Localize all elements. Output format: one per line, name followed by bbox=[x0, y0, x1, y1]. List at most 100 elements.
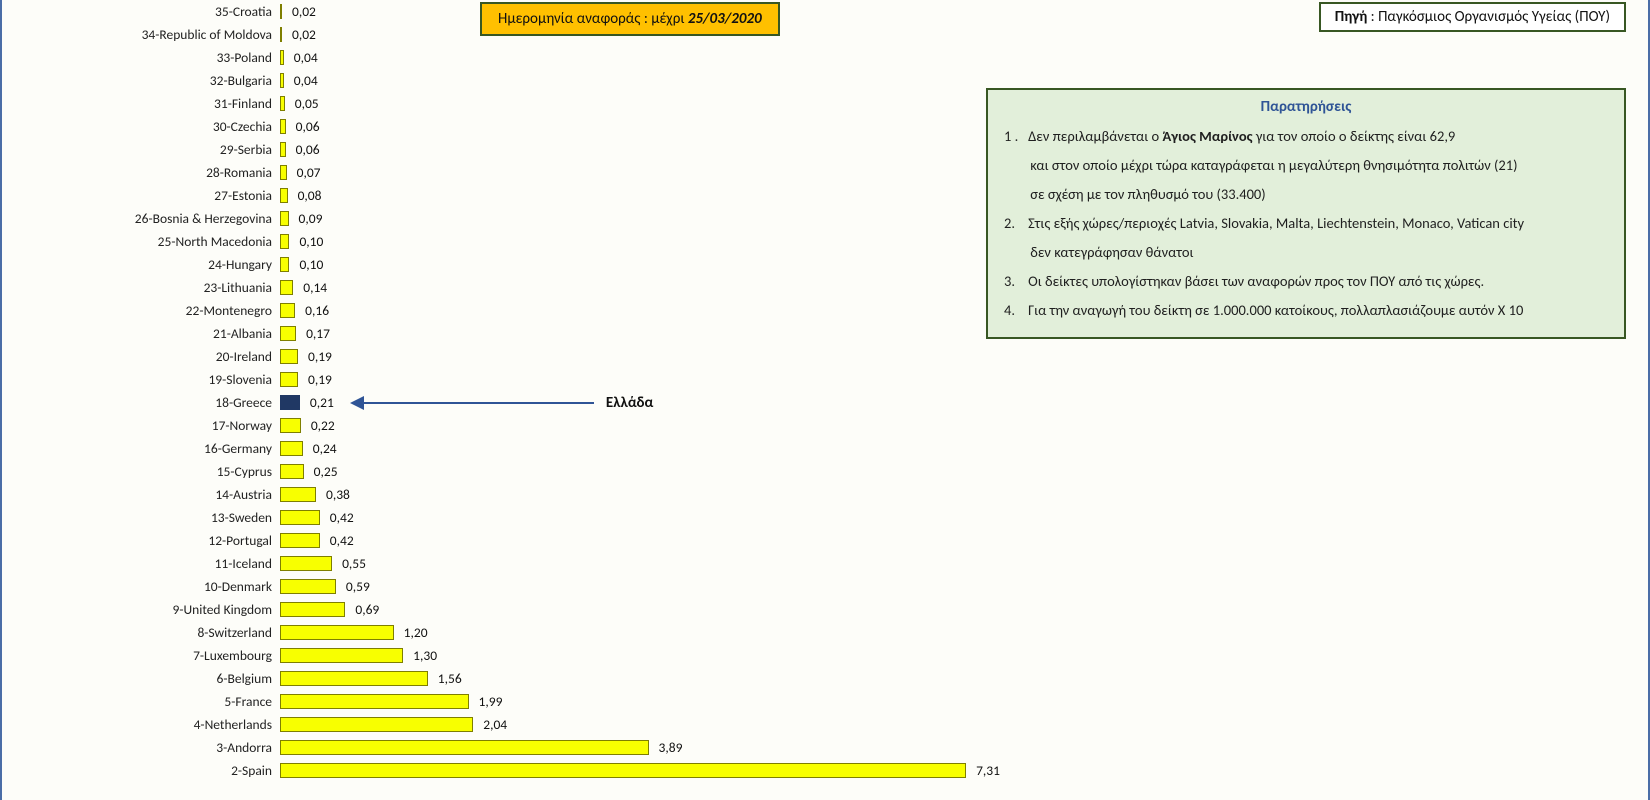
chart-category-label: 20-Ireland bbox=[2, 348, 280, 365]
chart-row: 13-Sweden0,42 bbox=[2, 506, 1002, 529]
chart-bar bbox=[280, 280, 293, 295]
mortality-bar-chart: 35-Croatia 0,02 34-Republic of Moldova0,02… bbox=[2, 0, 1002, 782]
source-label: Πηγή bbox=[1335, 8, 1368, 26]
chart-value-label: 0,05 bbox=[295, 95, 319, 112]
chart-category-label: 2-Spain bbox=[2, 762, 280, 779]
chart-category-label: 28-Romania bbox=[2, 164, 280, 181]
chart-value-label: 0,38 bbox=[326, 486, 350, 503]
chart-bar bbox=[280, 533, 320, 548]
chart-bar bbox=[280, 418, 301, 433]
chart-category-label: 7-Luxembourg bbox=[2, 647, 280, 664]
observations-line: 3. Οι δείκτες υπολογίστηκαν βάσει των αν… bbox=[1004, 267, 1608, 296]
chart-bar bbox=[280, 96, 285, 111]
chart-category-label: 24-Hungary bbox=[2, 256, 280, 273]
chart-category-label: 18-Greece bbox=[2, 394, 280, 411]
chart-category-label: 32-Bulgaria bbox=[2, 72, 280, 89]
chart-row: 28-Romania 0,07 bbox=[2, 161, 1002, 184]
chart-value-label: 0,04 bbox=[294, 72, 318, 89]
chart-category-label: 35-Croatia bbox=[2, 3, 280, 20]
chart-category-label: 31-Finland bbox=[2, 95, 280, 112]
chart-value-label: 0,09 bbox=[299, 210, 323, 227]
chart-row: 26-Bosnia & Herzegovina 0,09 bbox=[2, 207, 1002, 230]
chart-bar bbox=[280, 372, 298, 387]
observations-line: σε σχέση με τον πληθυσμό του (33.400) bbox=[1004, 180, 1608, 209]
chart-value-label: 1,56 bbox=[438, 670, 462, 687]
chart-row: 23-Lithuania0,14 bbox=[2, 276, 1002, 299]
chart-row: 21-Albania0,17 bbox=[2, 322, 1002, 345]
chart-value-label: 0,17 bbox=[306, 325, 330, 342]
chart-value-label: 0,10 bbox=[299, 256, 323, 273]
observations-line: δεν κατεγράφησαν θάνατοι bbox=[1004, 238, 1608, 267]
observations-line: και στον οποίο μέχρι τώρα καταγράφεται η… bbox=[1004, 151, 1608, 180]
chart-bar bbox=[280, 487, 316, 502]
chart-category-label: 5-France bbox=[2, 693, 280, 710]
chart-value-label: 0,02 bbox=[292, 3, 316, 20]
chart-bar bbox=[280, 50, 284, 65]
chart-bar bbox=[280, 395, 300, 410]
chart-value-label: 0,69 bbox=[355, 601, 379, 618]
chart-category-label: 16-Germany bbox=[2, 440, 280, 457]
chart-row: 34-Republic of Moldova0,02 bbox=[2, 23, 1002, 46]
chart-bar bbox=[280, 579, 336, 594]
chart-category-label: 11-Iceland bbox=[2, 555, 280, 572]
chart-row: 33-Poland0,04 bbox=[2, 46, 1002, 69]
chart-bar bbox=[280, 671, 428, 686]
chart-row: 12-Portugal0,42 bbox=[2, 529, 1002, 552]
chart-row: 5-France 1,99 bbox=[2, 690, 1002, 713]
chart-bar bbox=[280, 326, 296, 341]
chart-category-label: 26-Bosnia & Herzegovina bbox=[2, 210, 280, 227]
chart-bar bbox=[280, 694, 469, 709]
chart-row: 8-Switzerland1,20 bbox=[2, 621, 1002, 644]
chart-row: 27-Estonia0,08 bbox=[2, 184, 1002, 207]
chart-category-label: 8-Switzerland bbox=[2, 624, 280, 641]
chart-bar bbox=[280, 602, 345, 617]
chart-category-label: 3-Andorra bbox=[2, 739, 280, 756]
chart-row: 11-Iceland 0,55 bbox=[2, 552, 1002, 575]
chart-value-label: 0,14 bbox=[303, 279, 327, 296]
chart-row: 32-Bulgaria 0,04 bbox=[2, 69, 1002, 92]
chart-value-label: 0,55 bbox=[342, 555, 366, 572]
chart-value-label: 0,16 bbox=[305, 302, 329, 319]
chart-category-label: 9-United Kingdom bbox=[2, 601, 280, 618]
source-box: Πηγή : Παγκόσμιος Οργανισμός Υγείας (ΠΟΥ… bbox=[1319, 2, 1626, 32]
chart-value-label: 0,04 bbox=[294, 49, 318, 66]
chart-row: 6-Belgium1,56 bbox=[2, 667, 1002, 690]
chart-category-label: 22-Montenegro bbox=[2, 302, 280, 319]
chart-row: 9-United Kingdom 0,69 bbox=[2, 598, 1002, 621]
source-separator: : bbox=[1367, 8, 1378, 26]
chart-value-label: 0,10 bbox=[299, 233, 323, 250]
chart-value-label: 0,08 bbox=[298, 187, 322, 204]
chart-row: 20-Ireland0,19 bbox=[2, 345, 1002, 368]
chart-bar bbox=[280, 556, 332, 571]
observations-panel: Παρατηρήσεις 1 . Δεν περιλαμβάνεται ο Άγ… bbox=[986, 88, 1626, 339]
chart-value-label: 0,25 bbox=[314, 463, 338, 480]
chart-value-label: 1,99 bbox=[479, 693, 503, 710]
chart-category-label: 34-Republic of Moldova bbox=[2, 26, 280, 43]
chart-bar bbox=[280, 510, 320, 525]
chart-row: 3-Andorra3,89 bbox=[2, 736, 1002, 759]
chart-bar bbox=[280, 648, 403, 663]
chart-value-label: 0,06 bbox=[296, 118, 320, 135]
chart-value-label: 0,21 bbox=[310, 394, 334, 411]
chart-bar bbox=[280, 441, 303, 456]
chart-row: 24-Hungary 0,10 bbox=[2, 253, 1002, 276]
chart-category-label: 14-Austria bbox=[2, 486, 280, 503]
chart-row: 22-Montenegro 0,16 bbox=[2, 299, 1002, 322]
observations-line: 1 . Δεν περιλαμβάνεται ο Άγιος Μαρίνος γ… bbox=[1004, 122, 1608, 151]
chart-row: 16-Germany0,24 bbox=[2, 437, 1002, 460]
chart-bar bbox=[280, 717, 473, 732]
chart-row: 25-North Macedonia0,10 bbox=[2, 230, 1002, 253]
chart-value-label: 0,59 bbox=[346, 578, 370, 595]
chart-bar bbox=[280, 27, 282, 42]
chart-value-label: 0,19 bbox=[308, 371, 332, 388]
observations-title: Παρατηρήσεις bbox=[1004, 98, 1608, 116]
chart-category-label: 15-Cyprus bbox=[2, 463, 280, 480]
chart-category-label: 29-Serbia bbox=[2, 141, 280, 158]
chart-value-label: 2,04 bbox=[483, 716, 507, 733]
chart-value-label: 0,06 bbox=[296, 141, 320, 158]
chart-row: 7-Luxembourg1,30 bbox=[2, 644, 1002, 667]
chart-bar bbox=[280, 349, 298, 364]
chart-value-label: 0,07 bbox=[297, 164, 321, 181]
chart-bar bbox=[280, 119, 286, 134]
chart-bar bbox=[280, 303, 295, 318]
